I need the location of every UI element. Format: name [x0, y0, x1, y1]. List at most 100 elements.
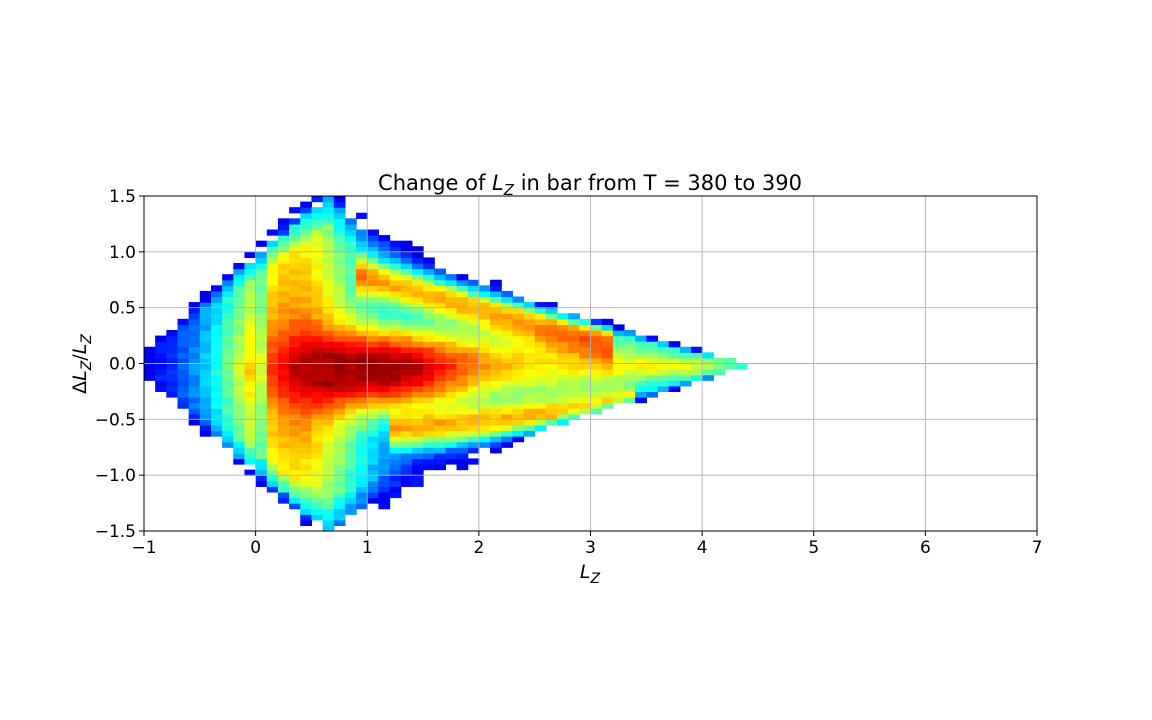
- heatmap-cell: [266, 324, 279, 331]
- heatmap-cell: [344, 413, 357, 420]
- title-symbol: L: [492, 171, 504, 195]
- heatmap-cell: [568, 369, 580, 376]
- heatmap-cell: [333, 240, 346, 247]
- heatmap-cell: [400, 374, 413, 381]
- heatmap-cell: [356, 447, 368, 454]
- heatmap-cell: [478, 296, 491, 303]
- heatmap-cell: [300, 391, 313, 398]
- heatmap-cell: [289, 229, 301, 236]
- heatmap-cell: [166, 374, 179, 381]
- heatmap-cell: [188, 413, 201, 420]
- heatmap-cell: [311, 419, 324, 426]
- heatmap-cell: [300, 240, 313, 247]
- heatmap-cell: [568, 380, 580, 387]
- heatmap-cell: [188, 307, 201, 314]
- heatmap-cell: [456, 413, 469, 420]
- heatmap-cell: [333, 268, 346, 275]
- heatmap-cell: [277, 346, 290, 353]
- heatmap-cell: [289, 274, 301, 281]
- heatmap-cell: [289, 357, 301, 365]
- heatmap-cell: [389, 285, 402, 292]
- heatmap-cell: [411, 447, 424, 454]
- heatmap-cell: [400, 330, 413, 337]
- grid-lines: [144, 196, 1037, 531]
- heatmap-cell: [378, 397, 391, 404]
- heatmap-cell: [289, 279, 301, 286]
- heatmap-cell: [311, 274, 324, 281]
- heatmap-cell: [155, 357, 167, 365]
- heatmap-cell: [289, 324, 301, 331]
- heatmap-cell: [713, 357, 726, 365]
- heatmap-cell: [311, 363, 324, 370]
- ylabel-subscript-1: Z: [79, 360, 95, 371]
- heatmap-cell: [679, 374, 692, 381]
- heatmap-cell: [356, 240, 368, 247]
- heatmap-cell: [590, 380, 603, 387]
- heatmap-cell: [155, 341, 167, 348]
- heatmap-cell: [322, 246, 335, 253]
- heatmap-cell: [400, 240, 413, 247]
- heatmap-cell: [445, 374, 458, 381]
- heatmap-cell: [344, 497, 357, 504]
- heatmap-cell: [456, 346, 469, 353]
- heatmap-cell: [244, 318, 257, 326]
- heatmap-cell: [266, 374, 279, 381]
- heatmap-cell: [222, 335, 234, 342]
- heatmap-cell: [434, 352, 446, 359]
- heatmap-cell: [635, 380, 647, 387]
- heatmap-cell: [512, 313, 525, 320]
- heatmap-cell: [389, 346, 402, 353]
- heatmap-cell: [344, 385, 357, 393]
- heatmap-cell: [478, 341, 491, 348]
- heatmap-cell: [166, 335, 179, 342]
- heatmap-cell: [333, 196, 346, 203]
- heatmap-cell: [646, 352, 659, 359]
- heatmap-cell: [300, 346, 313, 353]
- heatmap-cell: [501, 313, 513, 320]
- heatmap-cell: [434, 335, 446, 342]
- heatmap-cell: [456, 357, 469, 365]
- heatmap-cell: [255, 464, 268, 471]
- heatmap-cell: [311, 352, 324, 359]
- heatmap-cell: [512, 380, 525, 387]
- heatmap-cell: [322, 263, 335, 270]
- x-tick-label: 4: [697, 538, 708, 558]
- heatmap-cell: [233, 374, 246, 381]
- heatmap-cell: [445, 290, 458, 298]
- heatmap-cell: [356, 475, 368, 482]
- heatmap-cell: [523, 302, 536, 309]
- heatmap-cell: [523, 324, 536, 331]
- heatmap-cell: [568, 413, 580, 420]
- heatmap-cell: [311, 229, 324, 236]
- heatmap-cell: [266, 452, 279, 460]
- heatmap-cell: [266, 313, 279, 320]
- heatmap-cell: [467, 335, 480, 342]
- heatmap-cell: [434, 346, 446, 353]
- heatmap-cell: [445, 307, 458, 314]
- heatmap-cell: [333, 469, 346, 476]
- heatmap-cell: [590, 391, 603, 398]
- heatmap-cell: [289, 285, 301, 292]
- heatmap-cell: [423, 447, 435, 454]
- heatmap-cell: [188, 408, 201, 415]
- heatmap-cell: [490, 441, 502, 448]
- heatmap-cell: [534, 419, 547, 426]
- heatmap-cell: [434, 464, 446, 471]
- heatmap-cell: [311, 341, 324, 348]
- heatmap-cell: [690, 369, 703, 376]
- heatmap-cell: [545, 391, 558, 398]
- heatmap-cell: [389, 491, 402, 499]
- heatmap-cell: [400, 469, 413, 476]
- heatmap-cell: [222, 357, 234, 365]
- heatmap-cell: [322, 257, 335, 264]
- heatmap-cell: [367, 391, 380, 398]
- y-tick-label: −1.0: [95, 466, 136, 486]
- heatmap-cell: [367, 263, 380, 270]
- heatmap-cell: [389, 441, 402, 448]
- heatmap-cell: [434, 374, 446, 381]
- heatmap-cell: [456, 447, 469, 454]
- heatmap-cell: [277, 408, 290, 415]
- heatmap-cell: [400, 369, 413, 376]
- heatmap-cell: [590, 408, 603, 415]
- heatmap-cell: [456, 352, 469, 359]
